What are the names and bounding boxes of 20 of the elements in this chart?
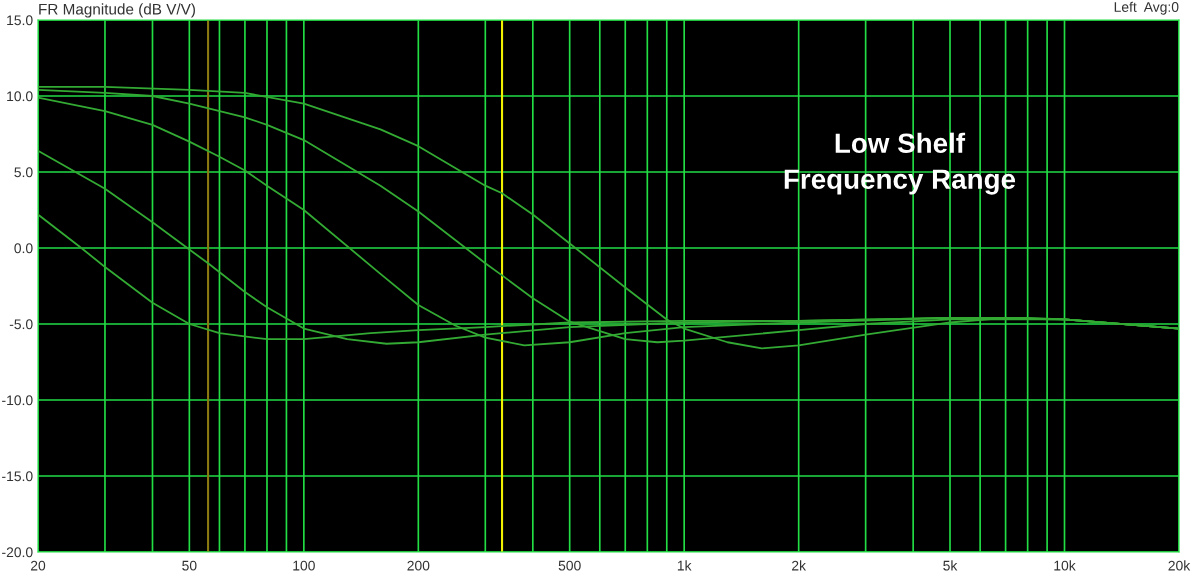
y-tick-label: -15.0 <box>2 471 33 482</box>
text: Left Avg:0 <box>1114 1 1179 15</box>
y-tick-label: -5.0 <box>9 319 33 330</box>
x-tick-label: 5k <box>943 560 958 571</box>
y-tick-label: 15.0 <box>7 15 33 26</box>
y-tick-label: 10.0 <box>7 91 33 102</box>
x-tick-label: 50 <box>182 560 197 571</box>
x-tick-label: 200 <box>407 560 430 571</box>
chart-title: FR Magnitude (dB V/V) <box>39 3 195 18</box>
x-tick-label: 100 <box>293 560 315 571</box>
x-tick-label: 1k <box>677 560 692 571</box>
y-tick-label: -10.0 <box>2 395 33 406</box>
x-tick-label: 2k <box>792 560 807 571</box>
x-tick-label: 20 <box>30 560 46 571</box>
x-tick-label: 10k <box>1054 560 1076 571</box>
y-tick-label: -20.0 <box>2 547 33 558</box>
y-tick-label: 0.0 <box>14 243 33 254</box>
x-tick-label: 500 <box>558 560 581 571</box>
y-tick-label: 5.0 <box>14 167 33 178</box>
x-tick-label: 20k <box>1168 560 1191 571</box>
